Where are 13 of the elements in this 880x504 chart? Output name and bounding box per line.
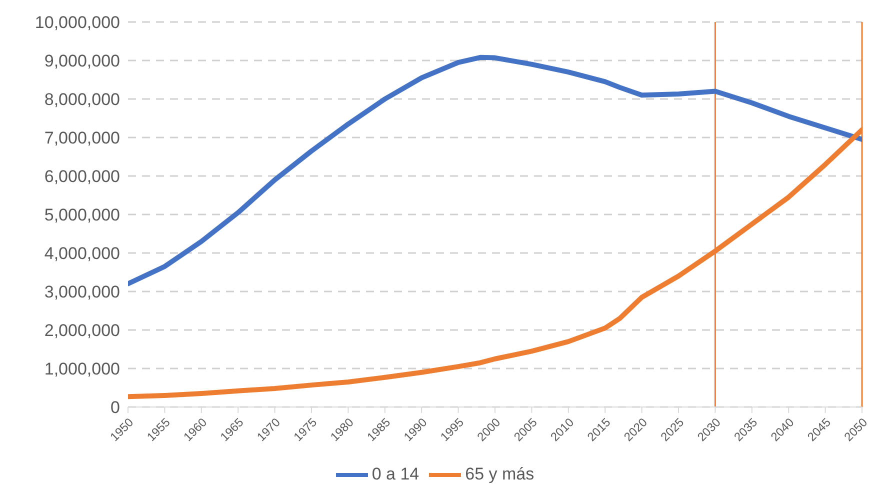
y-tick-label: 2,000,000	[44, 321, 120, 340]
y-tick-label: 6,000,000	[44, 167, 120, 186]
y-tick-label: 4,000,000	[44, 244, 120, 264]
y-tick-label: 10,000,000	[34, 13, 120, 32]
y-tick-label: 1,000,000	[44, 360, 120, 379]
y-tick-label: 7,000,000	[44, 128, 120, 148]
y-tick-label: 0	[110, 398, 120, 418]
y-tick-label: 3,000,000	[44, 282, 120, 302]
legend-label: 0 a 14	[372, 464, 420, 484]
y-tick-label: 8,000,000	[44, 90, 120, 110]
y-tick-label: 5,000,000	[44, 206, 120, 225]
y-tick-label: 9,000,000	[44, 52, 120, 71]
legend-label: 65 y más	[465, 464, 534, 484]
